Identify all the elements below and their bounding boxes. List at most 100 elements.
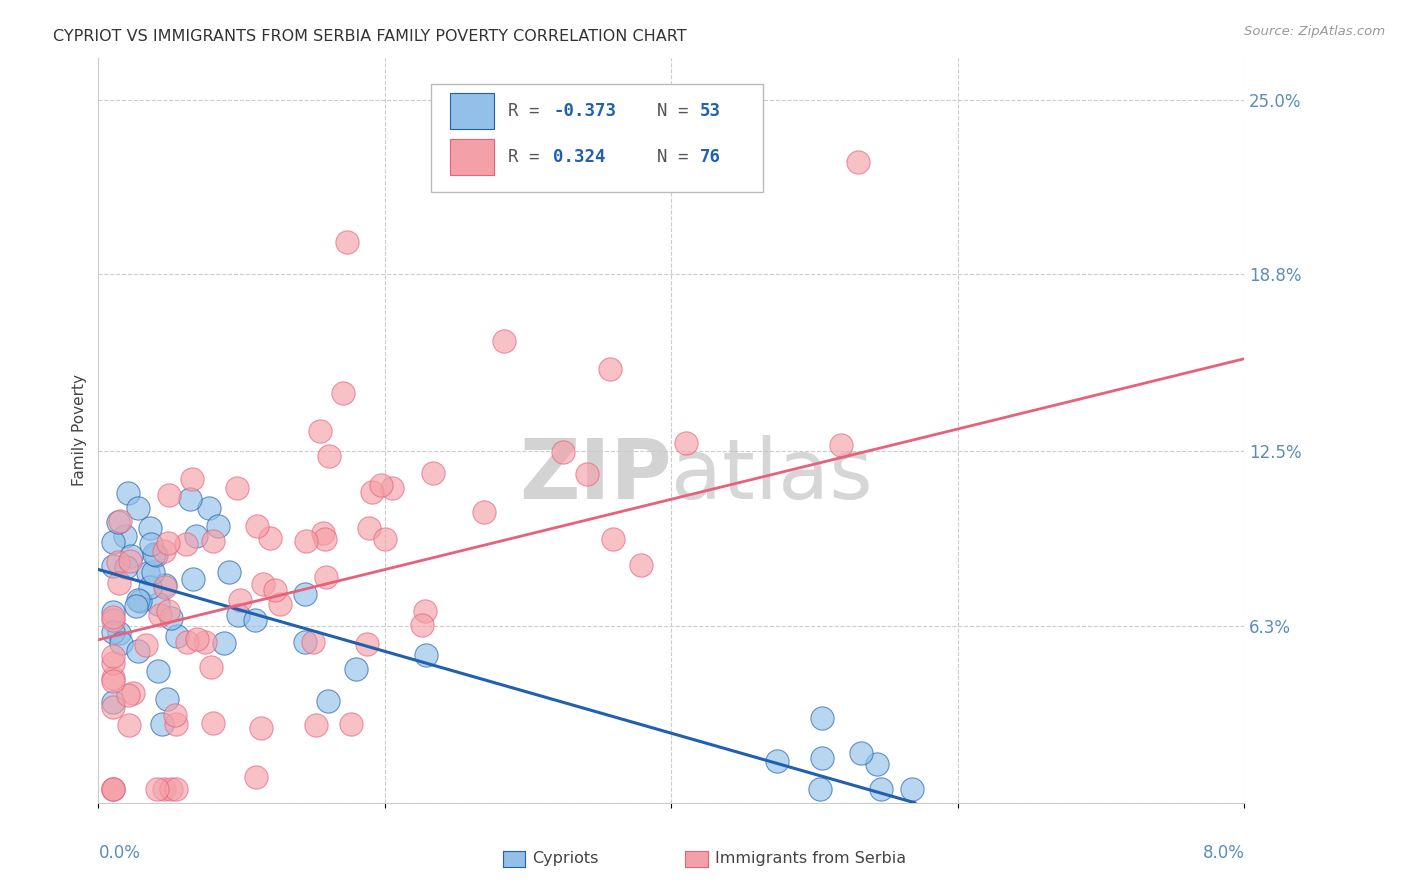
Y-axis label: Family Poverty: Family Poverty: [72, 375, 87, 486]
Point: [602, 532, 624, 546]
Point: [165, 781, 187, 796]
Point: [160, 781, 183, 796]
Point: [163, 708, 186, 723]
Text: R =: R =: [508, 102, 550, 120]
Point: [576, 467, 599, 482]
Point: [157, 536, 180, 550]
Point: [143, 547, 166, 561]
Point: [318, 449, 340, 463]
Point: [243, 613, 266, 627]
Point: [148, 597, 170, 611]
Point: [107, 555, 129, 569]
Text: 0.324: 0.324: [554, 148, 606, 166]
Point: [152, 781, 174, 796]
Point: [900, 781, 922, 796]
Point: [415, 604, 437, 618]
Text: Immigrants from Serbia: Immigrants from Serbia: [716, 852, 905, 866]
Point: [179, 491, 201, 506]
Point: [176, 537, 198, 551]
Point: [201, 534, 224, 549]
Point: [141, 537, 163, 551]
Point: [117, 688, 139, 702]
Point: [269, 598, 291, 612]
Point: [157, 604, 180, 618]
Point: [146, 781, 169, 796]
Point: [212, 636, 235, 650]
Point: [145, 549, 167, 563]
Point: [218, 565, 240, 579]
Point: [765, 754, 787, 768]
Point: [229, 593, 252, 607]
Point: [259, 531, 281, 545]
Point: [250, 721, 273, 735]
Point: [127, 501, 149, 516]
Point: [125, 599, 148, 613]
Point: [150, 717, 173, 731]
Point: [153, 580, 176, 594]
Point: [808, 781, 831, 796]
Point: [186, 632, 208, 646]
Point: [128, 594, 150, 608]
Point: [846, 155, 869, 169]
Point: [356, 637, 378, 651]
Point: [200, 660, 222, 674]
Point: [252, 576, 274, 591]
Point: [121, 685, 143, 699]
Point: [422, 466, 444, 480]
Point: [101, 609, 124, 624]
Text: Cypriots: Cypriots: [533, 852, 599, 866]
Point: [108, 625, 131, 640]
Point: [870, 781, 893, 796]
Point: [336, 235, 359, 250]
FancyBboxPatch shape: [450, 93, 494, 128]
Point: [101, 656, 124, 670]
Point: [156, 691, 179, 706]
Point: [472, 505, 495, 519]
Point: [139, 580, 162, 594]
Point: [810, 711, 832, 725]
Point: [370, 478, 392, 492]
Text: N =: N =: [636, 102, 699, 120]
Point: [135, 638, 157, 652]
Text: ZIP: ZIP: [519, 434, 672, 516]
Point: [108, 514, 131, 528]
Point: [315, 570, 337, 584]
Point: [344, 662, 367, 676]
Text: -0.373: -0.373: [554, 102, 616, 120]
Point: [176, 635, 198, 649]
Point: [136, 566, 159, 580]
Point: [115, 560, 138, 574]
Point: [312, 526, 335, 541]
Point: [103, 672, 125, 686]
Point: [101, 559, 124, 574]
Point: [294, 587, 316, 601]
Point: [301, 635, 323, 649]
Point: [374, 532, 396, 546]
Point: [101, 699, 124, 714]
Point: [153, 578, 176, 592]
Point: [314, 532, 336, 546]
Point: [380, 481, 402, 495]
Point: [630, 558, 652, 572]
Point: [183, 572, 205, 586]
Text: 53: 53: [700, 102, 721, 120]
Point: [181, 472, 204, 486]
Point: [127, 593, 149, 607]
Point: [309, 424, 332, 438]
Point: [101, 673, 124, 688]
Point: [117, 486, 139, 500]
Point: [101, 625, 124, 640]
Point: [101, 605, 124, 619]
Point: [305, 718, 328, 732]
Point: [139, 521, 162, 535]
FancyBboxPatch shape: [450, 139, 494, 175]
Text: 8.0%: 8.0%: [1202, 844, 1244, 862]
Text: 0.0%: 0.0%: [98, 844, 141, 862]
Text: atlas: atlas: [672, 434, 873, 516]
Point: [198, 500, 221, 515]
Point: [415, 648, 437, 662]
Point: [101, 613, 124, 627]
Point: [811, 751, 834, 765]
Point: [246, 518, 269, 533]
Point: [107, 576, 129, 591]
